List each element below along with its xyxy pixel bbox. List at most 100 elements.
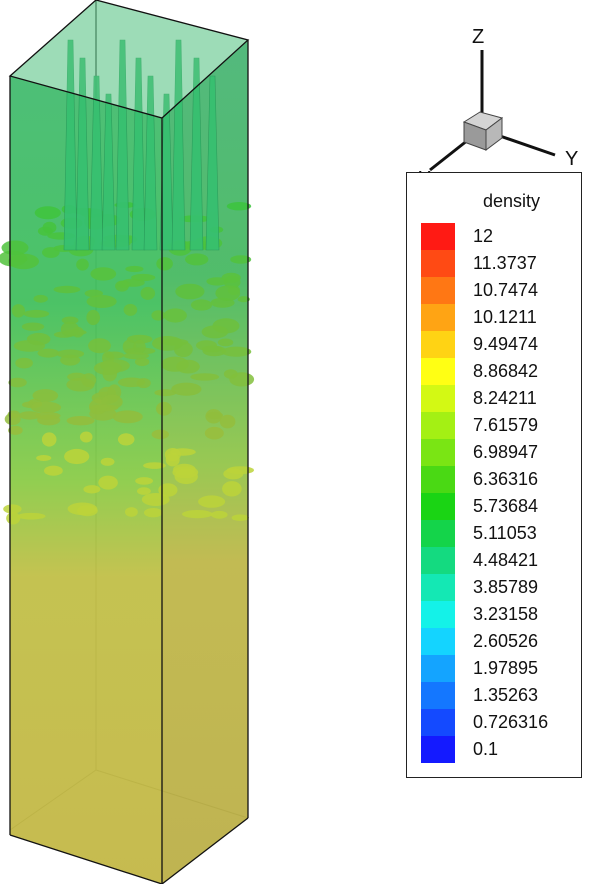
legend-row: 0.726316	[421, 709, 581, 736]
mixing-blob	[176, 359, 200, 374]
legend-row: 5.11053	[421, 520, 581, 547]
legend-row: 9.49474	[421, 331, 581, 358]
mixing-blob	[18, 411, 41, 420]
mixing-blob	[104, 351, 125, 359]
mixing-blob	[219, 414, 236, 429]
mixing-blob	[143, 462, 166, 469]
mixing-blob	[123, 352, 150, 360]
legend-swatch	[421, 223, 455, 250]
mixing-blob	[86, 295, 117, 308]
legend-label: 12	[473, 226, 494, 246]
mixing-blob	[15, 357, 33, 369]
legend-label: 11.3737	[473, 253, 537, 273]
legend-swatch	[421, 250, 455, 277]
box-front-edges	[8, 0, 250, 884]
axis-label-z: Z	[472, 26, 485, 48]
legend-title: density	[483, 191, 541, 211]
legend-label: 1.97895	[473, 658, 539, 678]
mixing-blob	[61, 316, 79, 325]
mixing-blob	[165, 453, 180, 467]
legend-swatch	[421, 439, 455, 466]
legend-row: 12	[421, 223, 581, 250]
mixing-blob	[170, 448, 196, 456]
legend-swatch	[421, 385, 455, 412]
mixing-blob	[42, 221, 57, 234]
mixing-blob	[154, 389, 177, 397]
mixing-blob	[67, 502, 98, 516]
mixing-blob	[30, 401, 62, 414]
mixing-blob	[8, 377, 27, 388]
legend-swatch	[421, 304, 455, 331]
mixing-blob	[231, 514, 249, 521]
mixing-blob	[53, 285, 81, 294]
mixing-blob	[98, 475, 118, 490]
mixing-blob	[141, 493, 170, 506]
mixing-blob	[134, 357, 150, 367]
mixing-blob	[215, 285, 241, 302]
mixing-blob	[26, 332, 51, 346]
mixing-blob	[221, 272, 241, 283]
box-top-face	[10, 0, 248, 118]
mixing-blob	[42, 247, 60, 258]
legend-swatch	[421, 682, 455, 709]
mixing-blob	[90, 267, 117, 281]
mixing-blob	[21, 322, 45, 331]
density-legend: density 12 11.3737 10.7474 10.1211 9.49474 8.…	[406, 172, 582, 778]
legend-row: 1.97895	[421, 655, 581, 682]
mixing-blob	[125, 265, 144, 273]
mixing-blob	[62, 329, 87, 336]
mixing-blob	[11, 304, 25, 318]
legend-row: 3.23158	[421, 601, 581, 628]
legend-label: 10.1211	[473, 307, 537, 327]
mixing-blob	[1, 240, 29, 256]
mixing-blob	[127, 334, 153, 344]
legend-label: 7.61579	[473, 415, 539, 435]
mixing-blob	[237, 296, 250, 303]
mixing-blob	[190, 299, 213, 311]
legend-swatch	[421, 331, 455, 358]
mixing-blob	[201, 325, 229, 339]
axis-label-y: Y	[565, 148, 579, 170]
mixing-blob	[112, 410, 143, 424]
legend-label: 10.7474	[473, 280, 539, 300]
legend-row: 8.86842	[421, 358, 581, 385]
mixing-blob	[131, 273, 156, 282]
legend-label: 1.35263	[473, 685, 539, 705]
mixing-blob	[144, 508, 163, 518]
mixing-blob	[163, 308, 187, 323]
mixing-blob	[135, 477, 154, 485]
mixing-blob	[156, 401, 172, 416]
mixing-blob	[198, 495, 226, 508]
legend-swatch	[421, 493, 455, 520]
legend-swatch	[421, 547, 455, 574]
mixing-blob	[160, 338, 189, 346]
mixing-blob	[35, 412, 61, 420]
orientation-axes	[429, 50, 556, 172]
legend-label: 6.98947	[473, 442, 539, 462]
mixing-blob	[151, 429, 169, 440]
mixing-blob	[202, 345, 223, 353]
mixing-blob	[4, 413, 21, 426]
mixing-blob	[137, 487, 151, 495]
mixing-blob	[93, 361, 122, 376]
mixing-blob	[133, 339, 146, 354]
mixing-blob	[223, 369, 238, 379]
mixing-blob	[117, 280, 131, 288]
mixing-blob	[221, 346, 252, 357]
mixing-blob	[6, 512, 21, 525]
mixing-blob	[44, 465, 63, 476]
mixing-blob	[37, 348, 60, 358]
orientation-cube	[462, 111, 504, 151]
mixing-blob	[223, 468, 244, 480]
spike	[205, 75, 220, 251]
mixing-blob	[185, 253, 209, 266]
mixing-blob	[79, 431, 93, 443]
mixing-blob	[33, 294, 48, 303]
mixing-blob	[64, 448, 90, 465]
legend-row: 0.1	[421, 736, 581, 763]
legend-swatch	[421, 601, 455, 628]
mixing-blob	[151, 310, 166, 321]
mixing-blob	[32, 389, 59, 403]
mixing-blob	[158, 483, 178, 497]
